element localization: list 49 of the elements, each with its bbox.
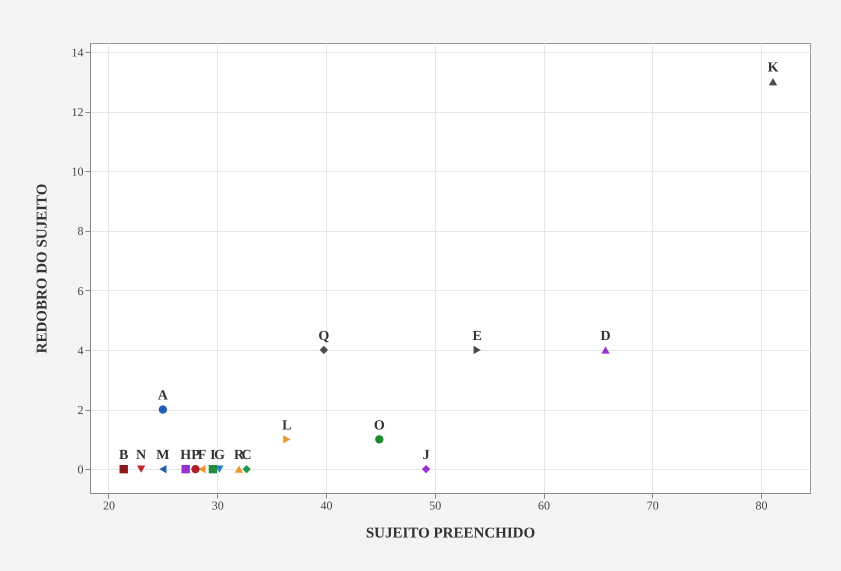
point <box>191 464 200 474</box>
series-label: F <box>198 448 206 464</box>
x-axis-title: SUJEITO PREENCHIDO <box>366 526 536 542</box>
series-label: E <box>472 328 482 344</box>
series-label: A <box>158 388 169 404</box>
series-label: N <box>136 448 146 464</box>
point <box>283 435 290 444</box>
point <box>158 405 168 414</box>
point <box>136 466 146 473</box>
series-label: B <box>119 448 128 464</box>
series-label: D <box>600 328 611 344</box>
y-tick-label: 2 <box>78 403 84 418</box>
point <box>768 78 778 86</box>
series-label: H <box>180 448 192 464</box>
series-label: K <box>768 60 779 76</box>
point <box>601 346 610 354</box>
point <box>474 346 481 354</box>
point <box>242 464 251 474</box>
x-tick-label: 70 <box>646 498 659 512</box>
series-label: M <box>156 448 170 464</box>
point <box>234 466 244 473</box>
series-label: P <box>191 448 200 464</box>
series-label: G <box>214 448 225 464</box>
series-label: O <box>374 418 385 434</box>
y-tick-label: 14 <box>72 45 84 60</box>
y-tick-label: 0 <box>78 462 84 477</box>
x-tick-label: 30 <box>212 498 224 512</box>
series-label: I <box>210 448 216 464</box>
x-tick-label: 40 <box>320 498 333 512</box>
y-tick-label: 6 <box>78 284 84 298</box>
y-tick-label: 4 <box>78 343 84 358</box>
series-label: J <box>422 448 430 464</box>
y-axis-title: REDOBRO DO SUJEITO <box>34 184 50 354</box>
x-tick-label: 20 <box>102 498 115 512</box>
point <box>159 464 166 474</box>
x-tick-label: 50 <box>429 498 442 512</box>
point <box>120 464 128 474</box>
series-label: Q <box>318 328 330 344</box>
x-tick-label: 60 <box>538 498 550 512</box>
point <box>422 464 430 474</box>
point <box>375 435 384 444</box>
point <box>182 464 190 474</box>
y-tick-label: 8 <box>78 224 84 238</box>
point <box>320 346 328 354</box>
x-tick-label: 80 <box>756 498 768 512</box>
y-tick-label: 10 <box>72 164 84 179</box>
series-label: L <box>282 418 292 434</box>
point <box>208 464 218 474</box>
y-tick-label: 12 <box>72 105 84 120</box>
